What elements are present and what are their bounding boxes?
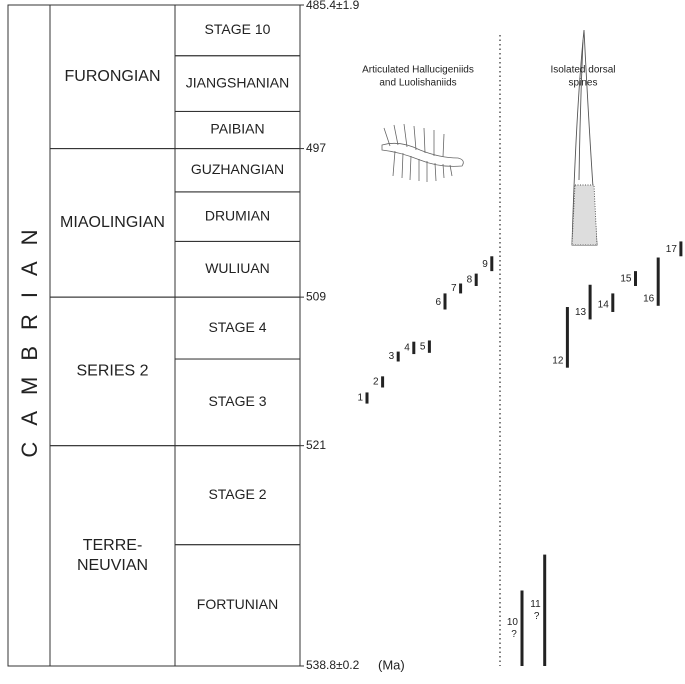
range-bar <box>474 273 478 286</box>
group-title: Isolated dorsal <box>550 65 615 76</box>
range-label: 9 <box>482 259 488 270</box>
range-bar <box>412 341 416 355</box>
range-bar <box>543 554 547 666</box>
series-cell <box>49 445 176 667</box>
group-title: and Luolishaniids <box>379 78 456 89</box>
stage-label: JIANGSHANIAN <box>186 74 289 90</box>
range-bar <box>365 392 369 404</box>
range-label: 14 <box>598 300 610 311</box>
range-label: 1 <box>357 393 363 404</box>
range-bar <box>520 590 524 666</box>
range-label: 8 <box>467 274 473 285</box>
series-label: SERIES 2 <box>76 363 148 380</box>
stage-label: WULIUAN <box>205 260 270 276</box>
spine-sketch <box>571 29 598 246</box>
range-bar <box>381 376 385 388</box>
hallucigeniid-sketch <box>381 123 464 182</box>
range-bar <box>459 283 463 294</box>
range-label: 15 <box>620 274 632 285</box>
stage-label: PAIBIAN <box>210 121 264 137</box>
range-bar <box>396 351 400 362</box>
stage-label: STAGE 10 <box>205 21 271 37</box>
range-label: 13 <box>575 307 587 318</box>
tick-label: 485.4±1.9 <box>306 0 360 12</box>
range-label: 11 <box>530 599 541 610</box>
stage-cell <box>174 544 301 667</box>
range-label: 6 <box>435 297 441 308</box>
range-label: 16 <box>643 293 655 304</box>
stage-label: STAGE 4 <box>208 319 266 335</box>
range-label: 7 <box>451 283 457 294</box>
range-bar <box>490 256 494 272</box>
range-label: 2 <box>373 377 379 388</box>
range-label: 17 <box>666 244 678 255</box>
range-bar <box>588 284 592 320</box>
stage-label: FORTUNIAN <box>197 596 278 612</box>
range-bar <box>565 307 569 368</box>
range-query: ? <box>511 629 517 640</box>
range-bar <box>679 241 683 257</box>
group-title: spines <box>569 78 598 89</box>
range-query: ? <box>534 611 540 622</box>
stage-label: STAGE 2 <box>208 486 266 502</box>
range-bar <box>634 271 637 286</box>
series-label: MIAOLINGIAN <box>60 214 165 231</box>
series-label: FURONGIAN <box>65 68 161 85</box>
tick-label: 521 <box>306 438 326 452</box>
range-bar <box>443 293 447 310</box>
unit-label: (Ma) <box>378 657 405 672</box>
range-bar <box>427 340 431 353</box>
system-label: CAMBRIAN <box>17 213 42 457</box>
stage-label: GUZHANGIAN <box>191 161 284 177</box>
stage-label: DRUMIAN <box>205 207 270 223</box>
range-label: 12 <box>552 355 564 366</box>
series-label: NEUVIAN <box>77 557 148 574</box>
range-label: 4 <box>404 343 410 354</box>
stage-label: STAGE 3 <box>208 393 266 409</box>
range-label: 3 <box>389 351 395 362</box>
range-label: 5 <box>420 341 426 352</box>
range-label: 10 <box>507 617 519 628</box>
range-bar <box>656 257 660 306</box>
range-bar <box>611 293 615 312</box>
series-label: TERRE- <box>83 537 143 554</box>
tick-label: 509 <box>306 289 326 303</box>
tick-label: 538.8±0.2 <box>306 658 360 672</box>
tick-label: 497 <box>306 141 326 155</box>
group-title: Articulated Hallucigeniids <box>362 65 474 76</box>
